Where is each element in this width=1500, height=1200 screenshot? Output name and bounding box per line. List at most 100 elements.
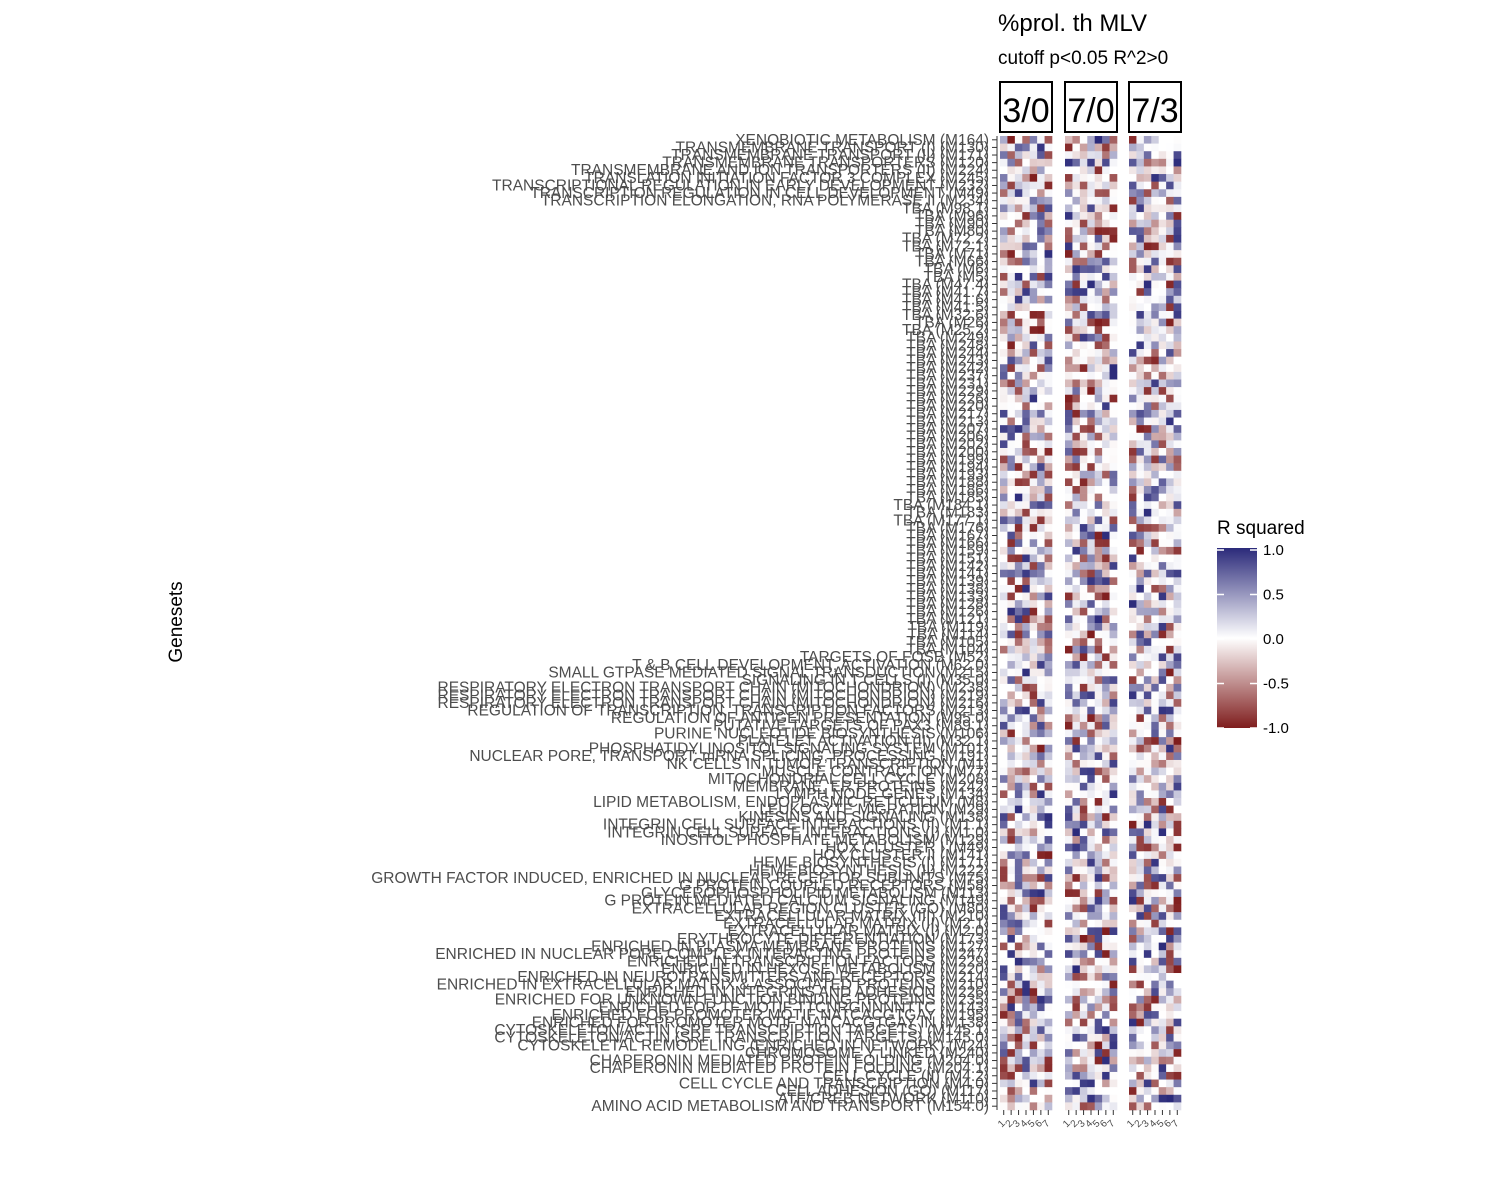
y-tick-label: CYTOSKELETAL REMODELING (ENRICHED IN NET… [517,1037,989,1054]
heatmap-cell [1151,1056,1160,1065]
heatmap-cell [1029,957,1038,966]
heatmap-cell [1072,615,1081,624]
heatmap-cell [1000,326,1008,335]
heatmap-cell [1087,493,1096,502]
heatmap-cell [1166,333,1174,342]
heatmap-cell [1022,623,1031,631]
heatmap-cell [1151,151,1160,160]
heatmap-cell [1079,356,1088,365]
heatmap-cell [1102,592,1110,601]
heatmap-cell [1037,957,1045,966]
heatmap-cell [1151,349,1160,357]
heatmap-cell [1102,151,1110,160]
heatmap-cell [1072,699,1081,707]
heatmap-cell [1166,189,1174,198]
heatmap-cell [1079,912,1088,921]
heatmap-cell [1044,463,1053,472]
heatmap-cell [1166,341,1174,350]
heatmap-cell [1129,615,1137,624]
heatmap-cell [1022,912,1031,921]
heatmap-cell [1065,531,1073,540]
heatmap-cell [1158,934,1167,943]
heatmap-cell [1151,447,1160,456]
heatmap-cell [1079,645,1088,654]
heatmap-cell [1007,174,1016,182]
heatmap-cell [1087,1087,1096,1096]
heatmap-cell [1151,866,1160,875]
heatmap-cell [1065,661,1073,669]
heatmap-cell [1037,402,1045,411]
heatmap-cell [1173,858,1182,867]
heatmap-cell [1044,257,1053,266]
heatmap-cell [1129,630,1137,639]
heatmap-cell [1173,288,1182,297]
heatmap-cell [1173,676,1182,685]
y-tick-label: TBA (M6) [924,261,989,278]
heatmap-cell [1136,257,1145,266]
heatmap-cell [1037,1033,1045,1042]
heatmap-cell [1000,379,1008,388]
heatmap-cell [1037,1087,1045,1096]
heatmap-cell [1044,387,1053,396]
heatmap-cell [1109,265,1118,274]
heatmap-cell [1094,440,1103,449]
heatmap-cell [1037,272,1045,281]
heatmap-cell [1044,158,1053,167]
heatmap-cell [1079,584,1088,593]
heatmap-cell [1143,889,1152,898]
heatmap-cell [1022,995,1031,1004]
heatmap-cell [1044,295,1053,304]
heatmap-cell [1102,691,1110,700]
heatmap-cell [1029,349,1038,357]
y-tick-label: ENRICHED FOR TF MOTIF TTCNRGNNNNTTC (M14… [599,999,989,1016]
heatmap-cell [1007,706,1016,715]
heatmap-cell [1022,957,1031,966]
heatmap-cell [1072,866,1081,875]
heatmap-cell [1158,912,1167,921]
heatmap-cell [1151,896,1160,905]
heatmap-cell [1173,919,1182,928]
heatmap-cell [1166,683,1174,692]
heatmap-cell [1158,143,1167,152]
heatmap-cell [1065,683,1073,692]
heatmap-cell [1072,836,1081,844]
heatmap-cell [1158,828,1167,837]
heatmap-cell [1129,790,1137,799]
heatmap-cell [1102,630,1110,639]
heatmap-cell [1173,767,1182,776]
heatmap-cell [1014,615,1023,624]
heatmap-cell [1136,995,1145,1004]
heatmap-cell [1072,539,1081,548]
heatmap-cell [1129,858,1137,867]
y-tick-label: CELL CYCLE (II) (M4.2) [822,1068,989,1085]
heatmap-cell [1000,402,1008,411]
heatmap-cell [1158,349,1167,357]
heatmap-cell [1087,858,1096,867]
heatmap-cell [1079,798,1088,806]
heatmap-cell [1151,676,1160,685]
heatmap-cell [1037,904,1045,913]
heatmap-cell [1072,181,1081,190]
heatmap-cell [1044,470,1053,479]
heatmap-cell [1029,531,1038,540]
heatmap-cell [1037,539,1045,548]
heatmap-cell [1151,219,1160,228]
heatmap-cell [1094,432,1103,441]
heatmap-cell [1166,531,1174,540]
heatmap-cell [1000,158,1008,167]
heatmap-cell [1087,508,1096,517]
y-tick-label: HEME BIOSYNTHESIS (II) (M222) [749,862,989,879]
heatmap-cell [1007,896,1016,905]
heatmap-cell [1166,516,1174,525]
heatmap-cell [1151,874,1160,883]
heatmap-cell [1151,409,1160,418]
heatmap-cell [1166,1003,1174,1012]
heatmap-cell [1065,623,1073,631]
heatmap-cell [1029,919,1038,928]
heatmap-cell [1151,280,1160,289]
heatmap-cell [1000,623,1008,631]
heatmap-cell [1094,714,1103,723]
heatmap-cell [1158,668,1167,677]
heatmap-cell [1044,592,1053,601]
